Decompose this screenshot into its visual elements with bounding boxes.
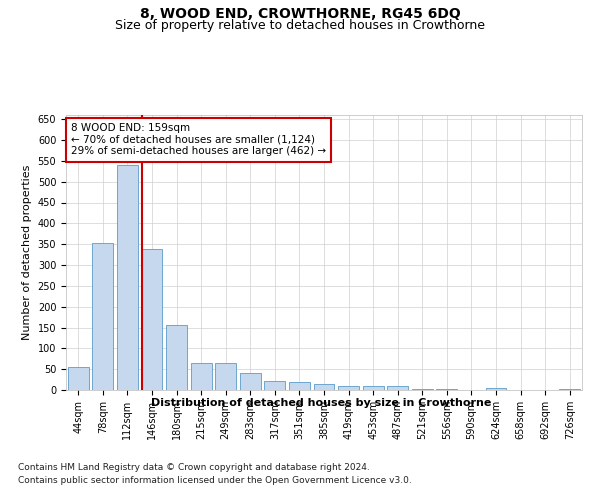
Bar	[191, 363, 212, 390]
Bar	[338, 386, 359, 390]
Bar	[240, 374, 261, 390]
Bar	[362, 386, 383, 390]
Text: Distribution of detached houses by size in Crowthorne: Distribution of detached houses by size …	[151, 398, 491, 407]
Bar	[92, 243, 113, 390]
Bar	[412, 389, 433, 390]
Bar	[215, 363, 236, 390]
Bar	[166, 326, 187, 390]
Bar	[117, 165, 138, 390]
Text: Contains public sector information licensed under the Open Government Licence v3: Contains public sector information licen…	[18, 476, 412, 485]
Bar	[265, 381, 286, 390]
Bar	[289, 382, 310, 390]
Bar	[436, 389, 457, 390]
Text: 8, WOOD END, CROWTHORNE, RG45 6DQ: 8, WOOD END, CROWTHORNE, RG45 6DQ	[140, 8, 460, 22]
Text: Size of property relative to detached houses in Crowthorne: Size of property relative to detached ho…	[115, 18, 485, 32]
Text: Contains HM Land Registry data © Crown copyright and database right 2024.: Contains HM Land Registry data © Crown c…	[18, 462, 370, 471]
Text: 8 WOOD END: 159sqm
← 70% of detached houses are smaller (1,124)
29% of semi-deta: 8 WOOD END: 159sqm ← 70% of detached hou…	[71, 123, 326, 156]
Bar	[387, 386, 408, 390]
Bar	[485, 388, 506, 390]
Bar	[68, 367, 89, 390]
Bar	[559, 389, 580, 390]
Y-axis label: Number of detached properties: Number of detached properties	[22, 165, 32, 340]
Bar	[314, 384, 334, 390]
Bar	[142, 249, 163, 390]
